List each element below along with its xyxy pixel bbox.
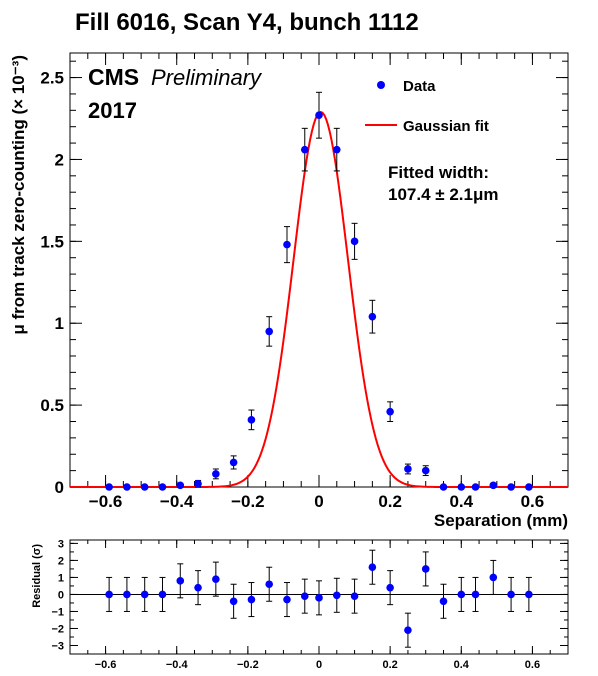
main-data-point [105, 483, 113, 491]
residual-y-tick-label: 0 [58, 589, 64, 601]
main-data-point [229, 458, 238, 467]
residual-data-point [265, 580, 274, 589]
main-data-layer [105, 91, 533, 491]
main-x-tick-label: 0.4 [449, 492, 473, 511]
residual-data-point [212, 575, 220, 583]
main-data-point [176, 481, 185, 490]
main-data-point [471, 483, 480, 491]
x-axis-title: Separation (mm) [434, 511, 568, 530]
residual-data-point [471, 590, 480, 599]
residual-x-tick-label: −0.6 [95, 659, 117, 671]
main-data-point [439, 483, 448, 491]
main-data-point [421, 466, 430, 475]
legend-data-label: Data [403, 78, 436, 95]
main-data-point [457, 483, 466, 491]
residual-data-point [457, 590, 466, 599]
residual-y-tick-label: 2 [58, 555, 64, 567]
residual-x-tick-label: 0.2 [382, 659, 397, 671]
legend-data-marker [377, 81, 385, 89]
residual-data-point [229, 597, 238, 606]
residual-data-point [350, 592, 359, 600]
residual-x-tick-label: −0.4 [166, 659, 189, 671]
main-y-tick-label: 0 [55, 478, 64, 497]
main-data-point [158, 483, 167, 491]
main-x-tick-label: −0.6 [89, 492, 123, 511]
main-data-point [350, 237, 359, 246]
fitted-width-value: 107.4 ± 2.1μm [388, 185, 498, 204]
residual-data-point [525, 590, 533, 599]
main-data-point [283, 240, 291, 249]
residual-x-tick-label: 0 [316, 659, 322, 671]
residual-x-tick-label: 0.6 [525, 659, 540, 671]
residual-data-point [315, 594, 323, 602]
legend-fit-label: Gaussian fit [403, 118, 489, 135]
residual-data-point [421, 565, 430, 573]
main-x-tick-label: −0.4 [160, 492, 194, 511]
main-data-point [525, 483, 533, 491]
residual-data-point [332, 591, 341, 600]
residual-y-tick-label: −1 [51, 606, 64, 618]
gaussian-fit-curve [70, 110, 568, 488]
main-x-tick-label: 0.2 [378, 492, 402, 511]
residual-data-point [194, 583, 202, 592]
main-y-tick-label: 1 [55, 314, 64, 333]
residual-x-tick-label: −0.2 [237, 659, 259, 671]
main-y-tick-label: 2 [55, 150, 64, 169]
fitted-width-label: Fitted width: [388, 163, 489, 182]
main-data-point [265, 327, 274, 336]
residual-data-point [507, 590, 515, 599]
residual-axes: −0.6 −0.4 −0.2 0 0.2 0.4 0.6 −3 −2 −1 0 1 2 3 [51, 538, 569, 671]
legend: Data Gaussian fit [365, 78, 489, 135]
main-y-tick-label: 2.5 [40, 69, 64, 88]
residual-data-point [386, 583, 394, 592]
residual-data-point [140, 590, 149, 599]
main-data-point [507, 483, 515, 491]
main-data-point [368, 312, 377, 321]
main-data-point [300, 145, 309, 154]
residual-data-point [368, 563, 377, 572]
main-data-point [489, 481, 498, 490]
residual-y-tick-label: 1 [58, 572, 64, 584]
main-data-point [140, 483, 149, 491]
residual-x-tick-label: 0.4 [454, 659, 470, 671]
residual-data-point [489, 573, 498, 582]
residual-data-point [123, 590, 131, 599]
main-data-point [123, 483, 131, 491]
main-data-point [332, 145, 341, 154]
main-y-tick-label: 1.5 [40, 232, 64, 251]
main-y-tick-label: 0.5 [40, 396, 64, 415]
residual-y-tick-label: 3 [58, 538, 64, 550]
main-data-point [386, 407, 394, 416]
main-data-point [194, 479, 202, 488]
main-x-tick-label: −0.2 [231, 492, 265, 511]
main-data-point [315, 111, 323, 120]
main-axes: −0.6 −0.4 −0.2 0 0.2 0.4 0.6 0 0.5 1 1.5 2 2.5 [40, 53, 569, 511]
residual-data-point [404, 626, 412, 634]
main-x-tick-label: 0.6 [521, 492, 545, 511]
residual-y-tick-label: −2 [51, 623, 64, 635]
residual-data-point [158, 590, 167, 599]
main-x-tick-label: 0 [314, 492, 323, 511]
y-axis-title: μ from track zero-counting (× 10⁻³) [9, 55, 28, 335]
main-data-point [404, 465, 412, 473]
residual-data-point [105, 590, 113, 599]
preliminary-label: Preliminary [151, 65, 263, 90]
residual-data-point [176, 577, 185, 585]
residual-data-point [300, 592, 309, 600]
main-data-point [247, 416, 256, 424]
cms-label: CMS [88, 64, 139, 90]
residual-data-point [283, 595, 291, 604]
residual-data-point [439, 597, 448, 606]
residual-y-tick-label: −3 [51, 640, 64, 652]
chart-title: Fill 6016, Scan Y4, bunch 1112 [75, 9, 419, 36]
residual-data-point [247, 595, 256, 604]
residual-data-layer [105, 549, 533, 648]
main-data-point [212, 470, 220, 478]
residual-y-axis-title: Residual (σ) [31, 544, 43, 608]
gaussian-fit-layer [70, 110, 568, 488]
year-label: 2017 [88, 98, 137, 123]
